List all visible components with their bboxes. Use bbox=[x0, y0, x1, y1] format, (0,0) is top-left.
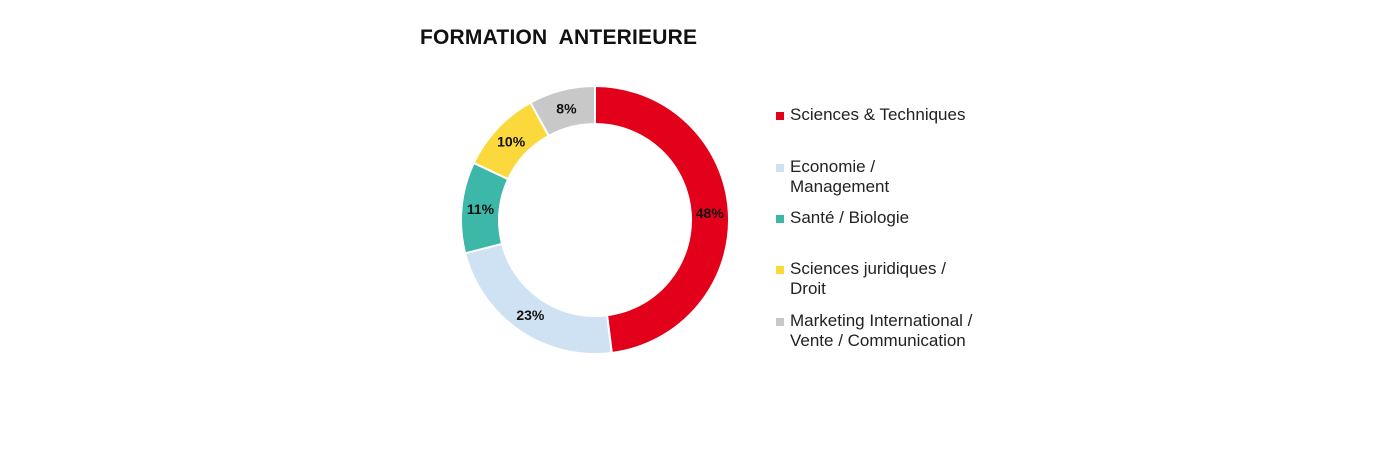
donut-chart: 48% 23% 11% 10% 8% bbox=[460, 84, 730, 355]
legend-label: Economie / Management bbox=[790, 157, 890, 196]
legend-label: Marketing International / Vente / Communi… bbox=[790, 311, 973, 350]
legend-label: Sciences juridiques / Droit bbox=[790, 259, 946, 298]
legend-swatch bbox=[776, 266, 784, 274]
legend-swatch bbox=[776, 318, 784, 326]
chart-title: FORMATION ANTERIEURE bbox=[420, 26, 698, 49]
legend-label: Santé / Biologie bbox=[790, 208, 910, 227]
data-label-economie-management: 23% bbox=[516, 307, 545, 323]
legend-label: Sciences & Techniques bbox=[790, 105, 966, 124]
donut-slice-sciences-techniques bbox=[594, 84, 730, 355]
data-label-marketing-vente-communication: 8% bbox=[556, 101, 577, 117]
legend-swatch bbox=[776, 215, 784, 223]
donut-slice-economie-management bbox=[463, 242, 613, 355]
legend-swatch bbox=[776, 164, 784, 172]
data-label-sciences-juridiques-droit: 10% bbox=[497, 133, 526, 149]
data-label-sante-biologie: 11% bbox=[467, 201, 495, 217]
data-label-sciences-techniques: 48% bbox=[696, 205, 725, 221]
legend-swatch bbox=[776, 112, 784, 120]
donut-slice-marketing-vente-communication bbox=[529, 84, 596, 138]
chart-legend: Sciences & Techniques Economie / Manageme… bbox=[776, 0, 1036, 470]
